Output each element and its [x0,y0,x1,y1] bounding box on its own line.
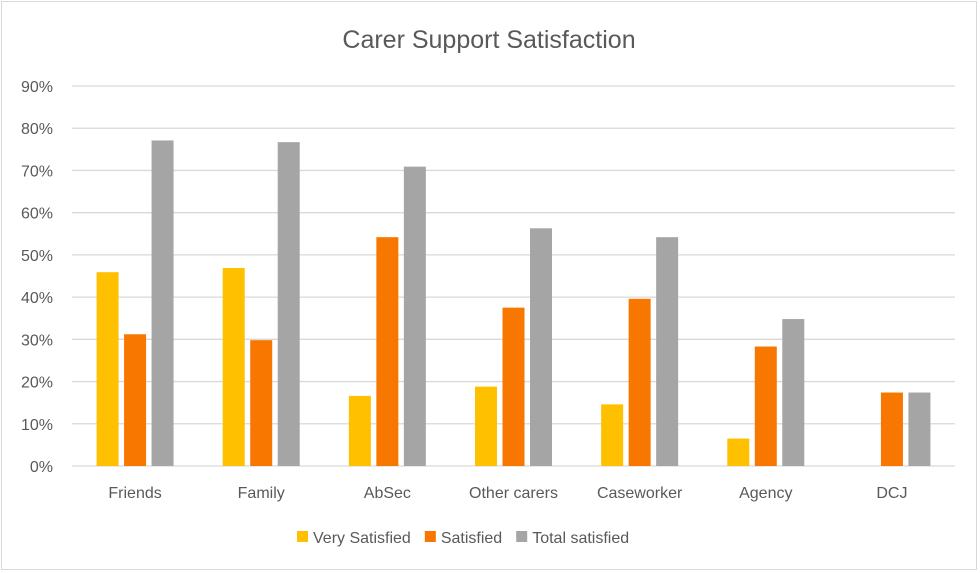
y-tick-label: 80% [21,121,53,138]
x-tick-label: Family [238,485,285,502]
y-tick-label: 70% [21,163,53,180]
x-tick-label: DCJ [876,485,907,502]
legend-swatch [424,531,436,542]
bar-total-satisfied [403,166,426,466]
legend-label: Total satisfied [532,530,629,547]
legend-label: Satisfied [441,530,502,547]
bar-very-satisfied [601,404,624,466]
bar-very-satisfied [222,267,245,466]
y-tick-label: 60% [21,206,53,223]
bar-total-satisfied [277,142,300,466]
bar-satisfied [124,334,147,466]
legend-swatch [297,531,308,542]
bar-total-satisfied [656,237,679,466]
x-tick-label: Other carers [469,485,558,502]
y-tick-label: 10% [21,417,53,434]
x-tick-label: Friends [108,485,161,502]
x-tick-label: Caseworker [597,485,683,502]
y-tick-label: 0% [30,459,53,476]
bar-satisfied [376,237,399,466]
y-tick-label: 50% [21,248,53,265]
legend-label: Very Satisfied [313,530,411,547]
x-tick-label: AbSec [364,485,411,502]
bar-total-satisfied [908,392,931,466]
bar-satisfied [502,307,525,466]
bar-very-satisfied [727,438,750,466]
bar-total-satisfied [782,319,805,466]
chart-title: Carer Support Satisfaction [342,26,635,54]
y-tick-label: 90% [21,79,53,96]
bar-very-satisfied [475,386,497,466]
bar-satisfied [628,298,651,466]
bar-satisfied [880,392,903,466]
y-tick-label: 30% [21,332,53,349]
bar-total-satisfied [530,228,552,466]
legend-swatch [516,531,528,542]
y-tick-label: 20% [21,375,53,392]
bar-satisfied [754,346,777,466]
x-tick-label: Agency [739,485,792,502]
bar-very-satisfied [96,272,119,466]
bar-satisfied [250,340,273,466]
bar-very-satisfied [348,395,371,466]
y-tick-label: 40% [21,290,53,307]
bar-total-satisfied [151,140,174,466]
